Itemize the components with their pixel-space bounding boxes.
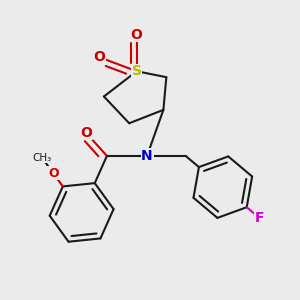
Text: CH₃: CH₃ (32, 152, 52, 163)
Text: F: F (254, 211, 264, 225)
Text: O: O (94, 50, 105, 64)
Text: O: O (48, 167, 58, 180)
Text: S: S (132, 64, 142, 78)
Text: O: O (80, 126, 92, 140)
Text: O: O (131, 28, 142, 42)
Text: N: N (141, 149, 153, 163)
